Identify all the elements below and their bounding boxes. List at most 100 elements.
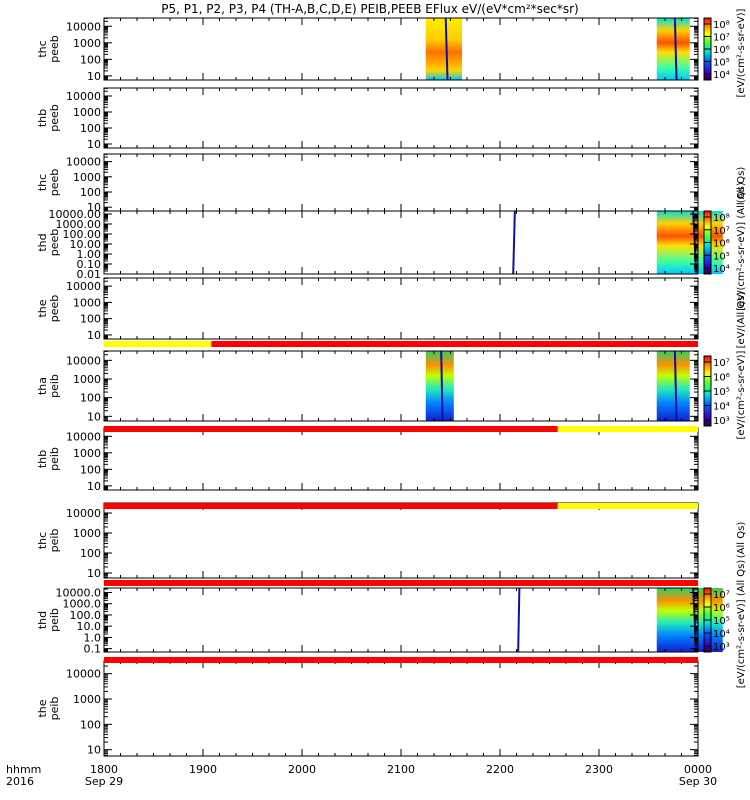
panel-frame <box>103 660 699 757</box>
y-tick-label: 10.00 <box>70 238 102 251</box>
y-axis-label-line: thd <box>36 611 49 629</box>
spectrogram-streak <box>512 210 516 275</box>
x-tick-date-label: Sep 30 <box>679 775 717 788</box>
y-tick-label: 10 <box>87 480 101 493</box>
y-axis-label-line: tha <box>36 377 49 395</box>
mode-bar-segment <box>104 426 558 432</box>
y-tick-label: 1000 <box>73 373 101 386</box>
panel-thc-peib: 10 100 1000 10000 thcpeib <box>36 502 699 580</box>
y-axis-label-line: thc <box>36 174 49 191</box>
y-axis-label-line: thc <box>36 40 49 57</box>
y-axis-label-line: thd <box>36 233 49 251</box>
colorbar-tick-label: 10⁴ <box>713 402 730 413</box>
colorbar-tick-label: 10⁷ <box>713 226 730 237</box>
spectrogram-streak <box>444 17 449 81</box>
colorbar-tick-label: 10⁴ <box>713 264 730 275</box>
mode-bar-segment <box>104 580 698 586</box>
mode-bar-segment <box>104 657 698 663</box>
spectrogram-streak <box>517 587 521 653</box>
y-tick-label: 100 <box>80 53 101 66</box>
spectrogram-block <box>656 18 690 80</box>
y-tick-label: 100.00 <box>63 228 102 241</box>
colorbar-tick-label: 10³ <box>713 642 730 653</box>
y-axis-label-line: thc <box>36 532 49 549</box>
y-tick-label: 10 <box>87 410 101 423</box>
y-tick-label: 1000 <box>73 106 101 119</box>
y-tick-label: 1000.00 <box>56 218 102 231</box>
colorbar: 10³ 10⁴ 10⁵ 10⁶ 10⁷ [eV/(cm²-s-sr-eV)] (All Q… <box>703 560 747 689</box>
y-tick-label: 10000 <box>66 430 101 443</box>
colorbar-tick-label: 10⁵ <box>713 251 730 262</box>
y-tick-label: 100 <box>80 547 101 560</box>
y-axis-label-line: peeb <box>48 169 61 197</box>
y-tick-label: 10 <box>87 744 101 757</box>
y-axis-label-line: peeb <box>48 35 61 63</box>
colorbar-tick-label: 10⁶ <box>713 373 730 384</box>
y-tick-label: 10 <box>87 70 101 83</box>
colorbar-unit-label: [eV/(cm²-s-sr-eV)] <box>736 8 747 97</box>
y-tick-label: 1000 <box>73 37 101 50</box>
x-label-row2: 2016 <box>6 775 34 788</box>
x-tick-label: 0000 <box>684 763 712 776</box>
panel-frame <box>103 153 699 212</box>
y-tick-label: 100 <box>80 122 101 135</box>
panel-frame <box>103 17 699 81</box>
y-tick-label: 1000.0 <box>63 598 102 611</box>
colorbar-tick-label: 10⁶ <box>713 45 730 56</box>
panel-thb-peeb: 10 100 1000 10000 thbpeeb <box>36 87 699 151</box>
colorbar-tick-label: 10⁸ <box>713 20 730 31</box>
x-tick-date-label: Sep 29 <box>85 775 123 788</box>
panel-frame <box>103 277 699 340</box>
mode-bar-segment <box>104 503 558 509</box>
mode-bar-segment <box>557 503 698 509</box>
y-tick-label: 0.10 <box>77 258 102 271</box>
y-tick-label: 10000 <box>66 507 101 520</box>
y-tick-label: 10000 <box>66 156 101 169</box>
spectrogram-block <box>656 588 723 652</box>
spectrogram-block <box>656 211 723 274</box>
colorbar-unit-label: [eV/(cm²-s-sr-eV)] <box>736 350 747 439</box>
y-axis-label: thcpeib <box>36 529 61 553</box>
figure-title: P5, P1, P2, P3, P4 (TH-A,B,C,D,E) PEIB,P… <box>161 2 578 16</box>
y-tick-label: 10000 <box>66 20 101 33</box>
panel-frame <box>103 350 699 422</box>
mode-bar <box>104 341 698 347</box>
mode-bar-segment <box>104 341 212 347</box>
y-tick-label: 1000 <box>73 447 101 460</box>
y-tick-label: 100.0 <box>70 609 102 622</box>
y-tick-label: 0.01 <box>77 268 102 281</box>
y-axis-label-line: peib <box>48 447 61 471</box>
x-tick-label: 2000 <box>288 763 316 776</box>
y-axis-label: thcpeeb <box>36 35 61 63</box>
y-axis-label-line: thb <box>36 109 49 127</box>
y-tick-label: 100 <box>80 718 101 731</box>
mode-bar <box>104 503 698 509</box>
y-tick-label: 1000 <box>73 296 101 309</box>
panel-thb-peib: 10 100 1000 10000 thbpeib <box>36 427 699 493</box>
y-tick-label: 10000.0 <box>56 586 102 599</box>
y-tick-label: 10 <box>87 201 101 214</box>
colorbar-unit-label: [eV/(cm²-s-sr-eV)] (All Qs) <box>736 560 747 689</box>
mode-bar-segment <box>211 341 698 347</box>
panel-thc-peeb: 10 100 1000 10000 thcpeeb <box>36 17 699 83</box>
y-tick-label: 10 <box>87 138 101 151</box>
y-tick-label: 10000 <box>66 354 101 367</box>
colorbar-tick-label: 10⁷ <box>713 590 730 601</box>
y-axis-label-line: the <box>36 299 49 317</box>
y-axis-label-line: peeb <box>48 104 61 132</box>
x-tick-label: 1900 <box>189 763 217 776</box>
panel-the-peib: 10 100 1000 10000 thepeib <box>36 660 699 757</box>
y-axis-label: thbpeeb <box>36 104 61 132</box>
x-tick-label: 2200 <box>486 763 514 776</box>
y-tick-label: 100 <box>80 463 101 476</box>
mode-bar <box>104 657 698 663</box>
x-label-row1: hhmm <box>6 763 41 776</box>
spectrogram-streak <box>440 350 444 422</box>
colorbar-tick-label: 10⁸ <box>713 213 730 224</box>
panel-thd-peeb: 0.010.101.0010.00100.001000.0010000.00th… <box>36 208 723 281</box>
y-tick-label: 10000 <box>66 280 101 293</box>
y-tick-label: 100 <box>80 186 101 199</box>
